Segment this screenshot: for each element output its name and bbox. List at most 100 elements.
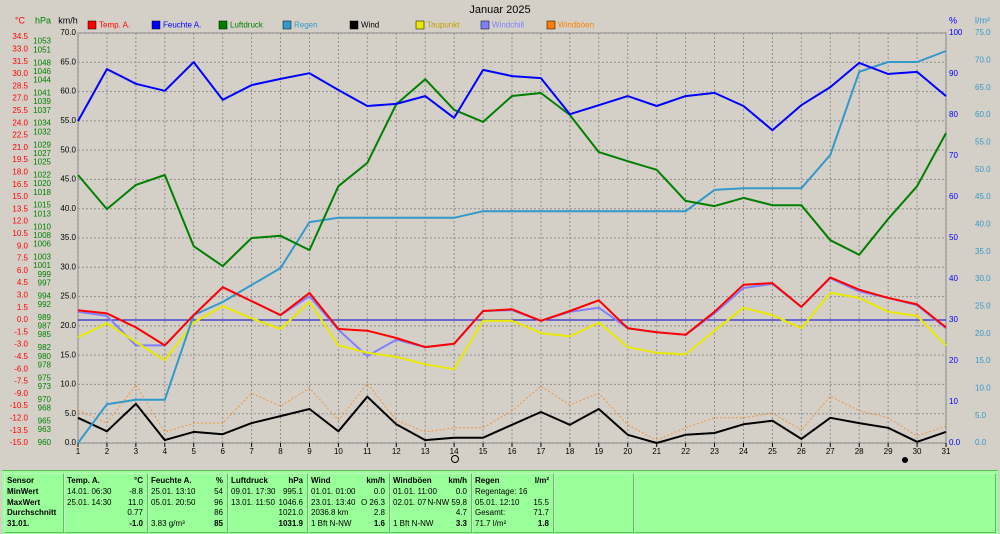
- y-tick-label: 975: [38, 373, 52, 382]
- stats-column: [228, 473, 308, 533]
- y-tick-label: 9.0: [17, 241, 29, 250]
- x-tick-label: 3: [134, 447, 139, 456]
- y-tick-label: 21.0: [12, 143, 28, 152]
- y-tick-label: 982: [38, 343, 52, 352]
- x-tick-label: 10: [334, 447, 343, 456]
- cell-label: Temp. A.: [67, 476, 100, 485]
- x-tick-label: 24: [739, 447, 748, 456]
- axis-unit: l/m²: [975, 15, 990, 25]
- y-tick-label: 1.5: [17, 303, 29, 312]
- y-tick-label: 30.0: [60, 262, 76, 271]
- legend-swatch: [349, 20, 359, 30]
- cell-label: 05.01. 20:50: [151, 497, 196, 507]
- y-tick-label: 968: [38, 404, 52, 413]
- legend-label: Taupunkt: [427, 21, 460, 30]
- y-tick-label: 1006: [33, 240, 51, 249]
- y-tick-label: 10: [949, 397, 958, 406]
- series-line: [77, 61, 947, 132]
- x-tick-label: 20: [623, 447, 632, 456]
- y-tick-label: 10.0: [60, 380, 76, 389]
- y-tick-label: 1027: [33, 149, 51, 158]
- row-label: MinWert: [7, 486, 39, 496]
- cell-value: 1.6: [373, 519, 385, 528]
- cell-value: 3.3: [455, 519, 467, 528]
- x-tick-label: 28: [855, 447, 864, 456]
- y-tick-label: 45.0: [60, 175, 76, 184]
- series-line: [77, 382, 947, 441]
- y-tick-label: 33.0: [12, 45, 28, 54]
- y-tick-label: 15.0: [60, 350, 76, 359]
- cell-label: 25.01. 14:30: [67, 497, 112, 507]
- y-tick-label: 1032: [33, 127, 51, 136]
- x-tick-label: 27: [826, 447, 835, 456]
- y-tick-label: 1051: [33, 45, 51, 54]
- y-tick-label: 55.0: [60, 116, 76, 125]
- y-tick-label: 963: [38, 425, 52, 434]
- x-tick-label: 21: [652, 447, 661, 456]
- cell-value: 15.5: [533, 497, 549, 507]
- y-tick-label: 10.0: [975, 383, 991, 392]
- y-tick-label: 0.0: [17, 315, 29, 324]
- y-tick-label: 970: [38, 395, 52, 404]
- stats-column: [308, 473, 390, 533]
- y-tick-label: 15.0: [975, 356, 991, 365]
- x-tick-label: 4: [163, 447, 168, 456]
- y-tick-label: 1020: [33, 179, 51, 188]
- y-tick-label: 20: [949, 356, 958, 365]
- cell-label: Windböen: [393, 476, 432, 485]
- y-tick-label: 60.0: [60, 87, 76, 96]
- x-tick-label: 31: [942, 447, 951, 456]
- cell-label: 09.01. 17:30: [231, 486, 276, 496]
- y-tick-label: 5.0: [65, 409, 77, 418]
- y-tick-label: -15.0: [10, 438, 29, 447]
- x-tick-label: 5: [192, 447, 197, 456]
- y-tick-label: -6.0: [14, 364, 28, 373]
- y-tick-label: 1010: [33, 222, 51, 231]
- y-tick-label: 50.0: [60, 145, 76, 154]
- cell-label: 1 Bft N-NW: [311, 519, 352, 528]
- moon-new: [902, 457, 908, 463]
- y-tick-label: 1022: [33, 171, 51, 180]
- y-tick-label: 7.5: [17, 254, 29, 263]
- stats-column: [472, 473, 554, 533]
- y-tick-label: -9.0: [14, 389, 28, 398]
- row-label: 31.01.: [7, 519, 30, 528]
- y-tick-label: 994: [38, 291, 52, 300]
- y-tick-label: 1044: [33, 76, 51, 85]
- y-tick-label: 40.0: [975, 219, 991, 228]
- series-line: [77, 276, 947, 349]
- stats-column: [64, 473, 148, 533]
- cell-value: km/h: [366, 476, 385, 485]
- legend-label: Feuchte A.: [163, 21, 201, 30]
- cell-value: hPa: [288, 476, 303, 485]
- y-tick-label: 13.5: [12, 204, 28, 213]
- cell-value: O 26.3: [360, 497, 385, 507]
- y-tick-label: 25.5: [12, 106, 28, 115]
- y-tick-label: 24.0: [12, 118, 28, 127]
- x-tick-label: 12: [392, 447, 401, 456]
- y-tick-label: -10.5: [10, 401, 29, 410]
- cell-label: 3.83 g/m³: [151, 519, 185, 528]
- cell-label: 2036.8 km: [311, 508, 349, 518]
- y-tick-label: 30.0: [975, 274, 991, 283]
- y-tick-label: 18.0: [12, 168, 28, 177]
- x-tick-label: 7: [249, 447, 254, 456]
- y-tick-label: 1039: [33, 97, 51, 106]
- cell-value: -1.0: [129, 519, 143, 528]
- y-tick-label: 70.0: [60, 28, 76, 37]
- y-tick-label: 60.0: [975, 110, 991, 119]
- x-tick-label: 18: [565, 447, 574, 456]
- x-tick-label: 26: [797, 447, 806, 456]
- cell-label: 13.01. 11:50: [231, 497, 275, 507]
- cell-label: 71.7 l/m²: [475, 519, 507, 528]
- cell-label: 25.01. 13:10: [151, 486, 196, 496]
- cell-value: 0.77: [127, 508, 143, 518]
- y-tick-label: 45.0: [975, 192, 991, 201]
- x-tick-label: 23: [710, 447, 719, 456]
- y-tick-label: 60: [949, 192, 958, 201]
- x-tick-label: 13: [421, 447, 430, 456]
- legend-label: Regen: [294, 21, 318, 30]
- y-tick-label: 30: [949, 315, 958, 324]
- y-tick-label: 28.5: [12, 81, 28, 90]
- y-tick-label: 997: [38, 278, 52, 287]
